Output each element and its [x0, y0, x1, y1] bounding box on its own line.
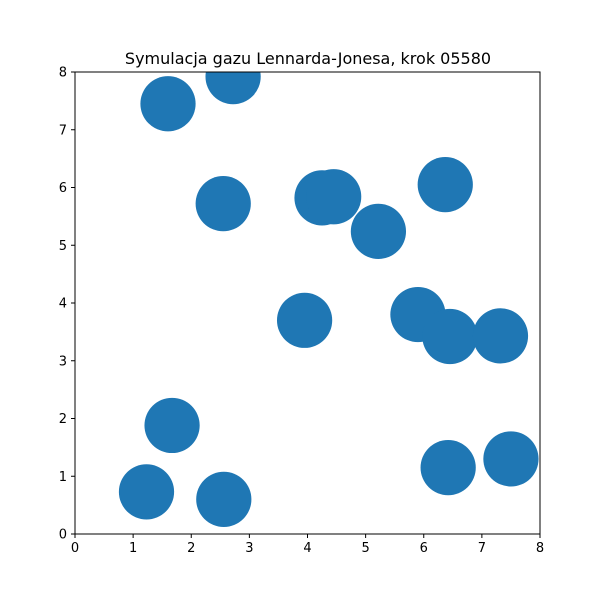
x-tick-label: 3	[245, 541, 253, 556]
y-tick-label: 4	[59, 297, 67, 312]
axes: 0 1 2 3 4 5 6 7 8 0 1 2 3 4 5 6 7 8	[59, 66, 544, 557]
x-tick-label: 2	[187, 541, 195, 556]
y-tick-label: 1	[59, 470, 67, 485]
data-point	[422, 308, 478, 365]
x-tick-label: 5	[361, 541, 369, 556]
data-point	[350, 203, 407, 259]
data-point	[144, 397, 200, 454]
data-point	[472, 308, 529, 364]
x-tick-label: 8	[536, 541, 544, 556]
x-tick-label: 7	[478, 541, 486, 556]
x-tick-label: 4	[303, 541, 311, 556]
data-point	[118, 464, 175, 520]
y-tick-label: 8	[59, 66, 67, 81]
y-tick-label: 3	[59, 354, 67, 369]
y-tick-label: 5	[59, 239, 67, 254]
data-point	[140, 76, 196, 132]
chart-title: Symulacja gazu Lennarda-Jonesa, krok 055…	[125, 49, 491, 68]
data-point	[420, 439, 476, 496]
x-tick-label: 6	[420, 541, 428, 556]
y-tick-label: 6	[59, 181, 67, 196]
y-tick-label: 0	[59, 528, 67, 543]
data-point	[483, 431, 539, 487]
x-tick-label: 0	[71, 541, 79, 556]
data-point	[205, 72, 261, 105]
y-tick-label: 2	[59, 412, 67, 427]
y-tick-label: 7	[59, 123, 67, 138]
data-point	[276, 292, 333, 348]
data-point	[196, 471, 252, 527]
points-layer	[118, 72, 539, 527]
data-point	[417, 157, 473, 213]
x-tick-label: 1	[129, 541, 137, 556]
data-point	[306, 169, 362, 225]
data-point	[195, 176, 251, 232]
